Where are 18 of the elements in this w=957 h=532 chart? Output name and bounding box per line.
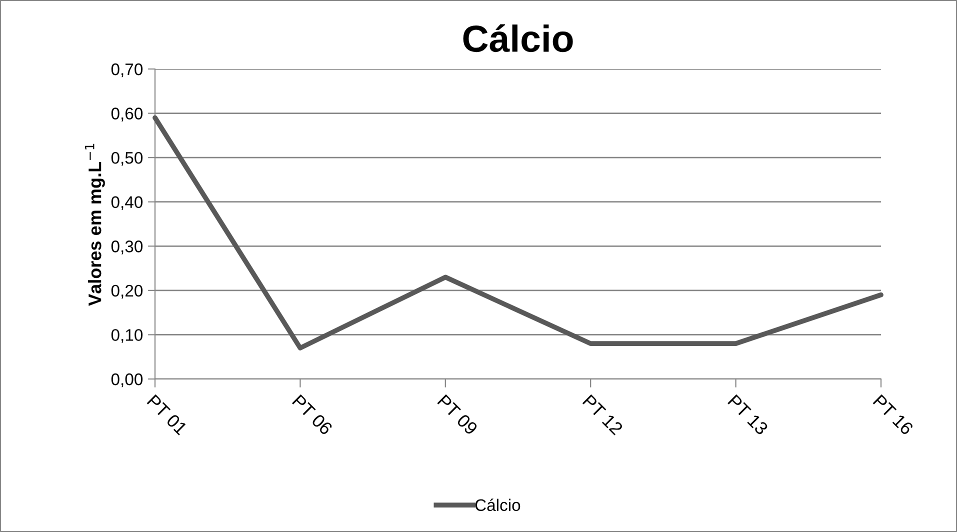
y-tick-label: 0,20 bbox=[111, 284, 143, 299]
x-tick-label: PT 16 bbox=[872, 394, 914, 436]
x-tick-label: PT 12 bbox=[582, 394, 624, 436]
y-axis-title: Valores em mg.L$^{−1}$ bbox=[84, 144, 105, 306]
x-tick-label: PT 09 bbox=[437, 394, 478, 436]
x-tick-label: PT 01 bbox=[146, 394, 188, 436]
y-tick-label: 0,00 bbox=[111, 373, 143, 388]
x-tick-label: PT 13 bbox=[727, 394, 769, 436]
y-tick-label: 0,10 bbox=[111, 329, 143, 343]
y-tick-label: 0,70 bbox=[111, 63, 143, 78]
y-tick-label: 0,50 bbox=[111, 152, 143, 166]
x-tick-label: PT 06 bbox=[292, 394, 334, 436]
chart-title: Cálcio bbox=[463, 24, 573, 52]
line-series bbox=[152, 115, 884, 350]
legend-label: Cálcio bbox=[475, 498, 520, 512]
y-tick-label: 0,30 bbox=[111, 240, 143, 254]
y-tick-label: 0,40 bbox=[111, 196, 143, 210]
y-tick-label: 0,60 bbox=[111, 108, 143, 122]
